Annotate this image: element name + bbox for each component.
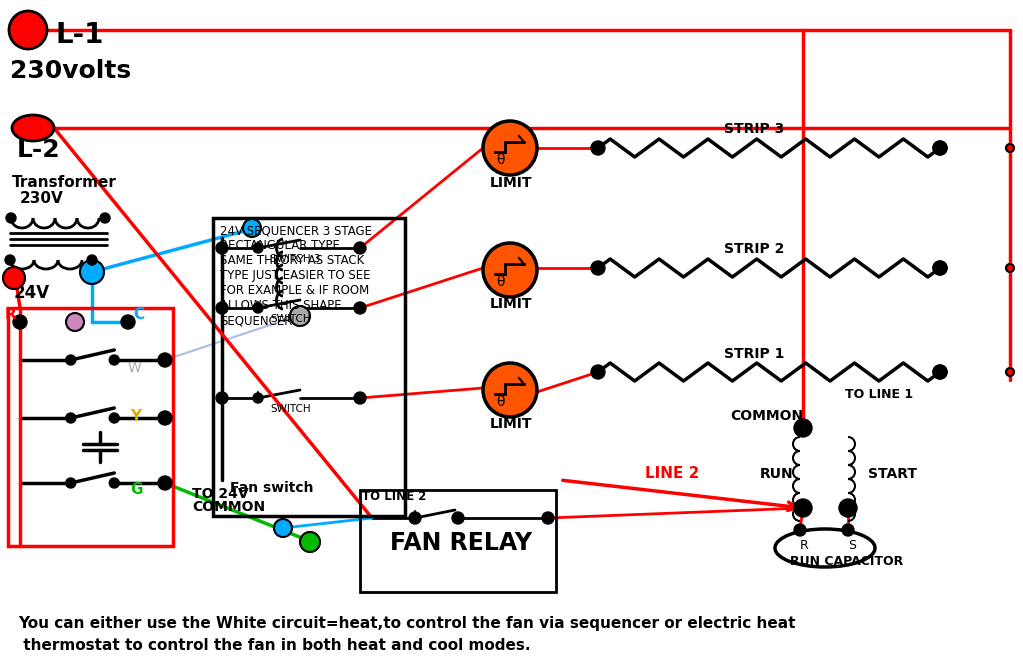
Circle shape bbox=[65, 355, 76, 365]
Circle shape bbox=[483, 121, 537, 175]
Circle shape bbox=[253, 243, 263, 253]
Circle shape bbox=[243, 219, 261, 237]
Circle shape bbox=[794, 419, 812, 437]
Text: LIMIT: LIMIT bbox=[490, 417, 533, 431]
Text: TO LINE 2: TO LINE 2 bbox=[362, 490, 427, 503]
Circle shape bbox=[300, 532, 320, 552]
Text: STRIP 3: STRIP 3 bbox=[724, 122, 785, 136]
Circle shape bbox=[409, 512, 421, 524]
Circle shape bbox=[1006, 144, 1014, 152]
Text: RUN: RUN bbox=[760, 467, 794, 481]
Circle shape bbox=[121, 315, 135, 329]
Circle shape bbox=[87, 255, 97, 265]
Circle shape bbox=[483, 243, 537, 297]
Text: S: S bbox=[848, 539, 856, 552]
Text: COMMON: COMMON bbox=[730, 409, 803, 423]
Circle shape bbox=[354, 242, 366, 254]
Text: G: G bbox=[130, 482, 142, 497]
Circle shape bbox=[158, 411, 172, 425]
Circle shape bbox=[253, 303, 263, 313]
Text: 24V: 24V bbox=[14, 284, 50, 302]
Circle shape bbox=[13, 315, 27, 329]
Text: LINE 2: LINE 2 bbox=[644, 466, 700, 481]
Circle shape bbox=[591, 365, 605, 379]
Text: W: W bbox=[128, 361, 142, 375]
Text: θ: θ bbox=[496, 153, 504, 167]
Circle shape bbox=[542, 512, 554, 524]
Bar bbox=[213, 218, 405, 516]
Circle shape bbox=[933, 141, 947, 155]
Circle shape bbox=[65, 413, 76, 423]
Circle shape bbox=[933, 261, 947, 275]
Circle shape bbox=[253, 393, 263, 403]
Text: Y: Y bbox=[130, 409, 141, 424]
Circle shape bbox=[794, 499, 812, 517]
Text: θ: θ bbox=[496, 275, 504, 289]
Circle shape bbox=[6, 213, 16, 223]
Text: Fan switch: Fan switch bbox=[230, 481, 313, 495]
Text: L-2: L-2 bbox=[17, 138, 60, 162]
Text: L-1: L-1 bbox=[55, 21, 103, 49]
Circle shape bbox=[483, 363, 537, 417]
Circle shape bbox=[591, 261, 605, 275]
Text: R: R bbox=[800, 539, 809, 552]
Circle shape bbox=[274, 519, 292, 537]
Circle shape bbox=[65, 478, 76, 488]
Text: START: START bbox=[868, 467, 917, 481]
Circle shape bbox=[1006, 368, 1014, 376]
Circle shape bbox=[933, 365, 947, 379]
Circle shape bbox=[158, 353, 172, 367]
Circle shape bbox=[109, 355, 120, 365]
Text: TO LINE 1: TO LINE 1 bbox=[845, 388, 914, 401]
Bar bbox=[360, 490, 555, 592]
Text: You can either use the White circuit=heat,to control the fan via sequencer or el: You can either use the White circuit=hea… bbox=[18, 616, 796, 631]
Circle shape bbox=[290, 306, 310, 326]
Text: TO 24V: TO 24V bbox=[192, 487, 249, 501]
Text: Transformer: Transformer bbox=[12, 175, 117, 190]
Circle shape bbox=[933, 141, 947, 155]
Text: SWITCH: SWITCH bbox=[270, 314, 311, 324]
Circle shape bbox=[216, 242, 228, 254]
Circle shape bbox=[5, 255, 15, 265]
Circle shape bbox=[591, 141, 605, 155]
Text: SWITCH: SWITCH bbox=[270, 404, 311, 414]
Text: COMMON: COMMON bbox=[192, 500, 265, 514]
Circle shape bbox=[216, 302, 228, 314]
Text: LIMIT: LIMIT bbox=[490, 297, 533, 311]
Circle shape bbox=[839, 499, 857, 517]
Text: 24V SEQUENCER 3 STAGE
RECTANGULAR TYPE.
SAME THEORY AS STACK
TYPE JUST EASIER TO: 24V SEQUENCER 3 STAGE RECTANGULAR TYPE. … bbox=[220, 224, 372, 327]
Text: 230volts: 230volts bbox=[10, 59, 131, 83]
Circle shape bbox=[1006, 264, 1014, 272]
Circle shape bbox=[100, 213, 110, 223]
Text: RUN CAPACITOR: RUN CAPACITOR bbox=[790, 555, 903, 568]
Circle shape bbox=[452, 512, 464, 524]
Text: STRIP 2: STRIP 2 bbox=[724, 242, 785, 256]
Text: STRIP 1: STRIP 1 bbox=[724, 347, 785, 361]
Text: LIMIT: LIMIT bbox=[490, 176, 533, 190]
Text: 230V: 230V bbox=[20, 191, 63, 206]
Bar bbox=[8, 308, 173, 546]
Text: θ: θ bbox=[496, 395, 504, 409]
Circle shape bbox=[794, 524, 806, 536]
Circle shape bbox=[933, 261, 947, 275]
Circle shape bbox=[354, 302, 366, 314]
Text: C: C bbox=[133, 307, 144, 322]
Circle shape bbox=[9, 11, 47, 49]
Circle shape bbox=[109, 478, 120, 488]
Circle shape bbox=[158, 476, 172, 490]
Text: FAN RELAY: FAN RELAY bbox=[390, 531, 532, 555]
Circle shape bbox=[3, 267, 25, 289]
Circle shape bbox=[109, 413, 120, 423]
Circle shape bbox=[933, 365, 947, 379]
Text: R: R bbox=[5, 307, 16, 322]
Circle shape bbox=[842, 524, 854, 536]
Circle shape bbox=[216, 392, 228, 404]
Text: thermostat to control the fan in both heat and cool modes.: thermostat to control the fan in both he… bbox=[18, 638, 531, 653]
Ellipse shape bbox=[12, 115, 54, 141]
Circle shape bbox=[354, 392, 366, 404]
Text: SWITCH 3: SWITCH 3 bbox=[270, 254, 320, 264]
Circle shape bbox=[66, 313, 84, 331]
Circle shape bbox=[80, 260, 104, 284]
